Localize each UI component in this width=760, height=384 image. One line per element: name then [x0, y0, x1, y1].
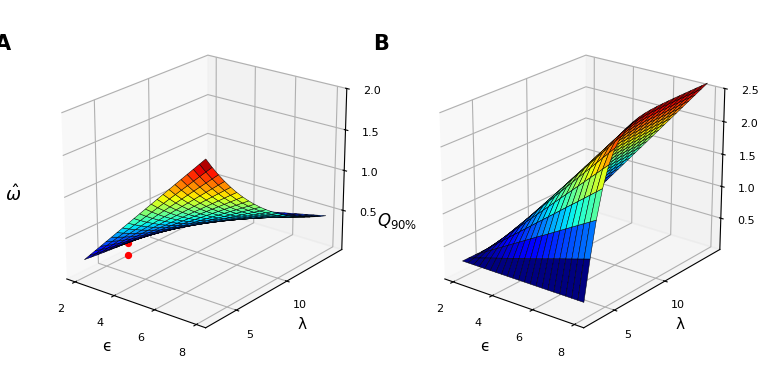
Text: $Q_{90\%}$: $Q_{90\%}$ — [377, 211, 417, 231]
Y-axis label: λ: λ — [676, 316, 685, 331]
Text: A: A — [0, 34, 11, 54]
Text: $\hat{\omega}$: $\hat{\omega}$ — [5, 184, 21, 205]
Text: B: B — [373, 34, 389, 54]
X-axis label: ϵ: ϵ — [480, 339, 490, 354]
Y-axis label: λ: λ — [298, 316, 307, 331]
X-axis label: ϵ: ϵ — [103, 339, 112, 354]
